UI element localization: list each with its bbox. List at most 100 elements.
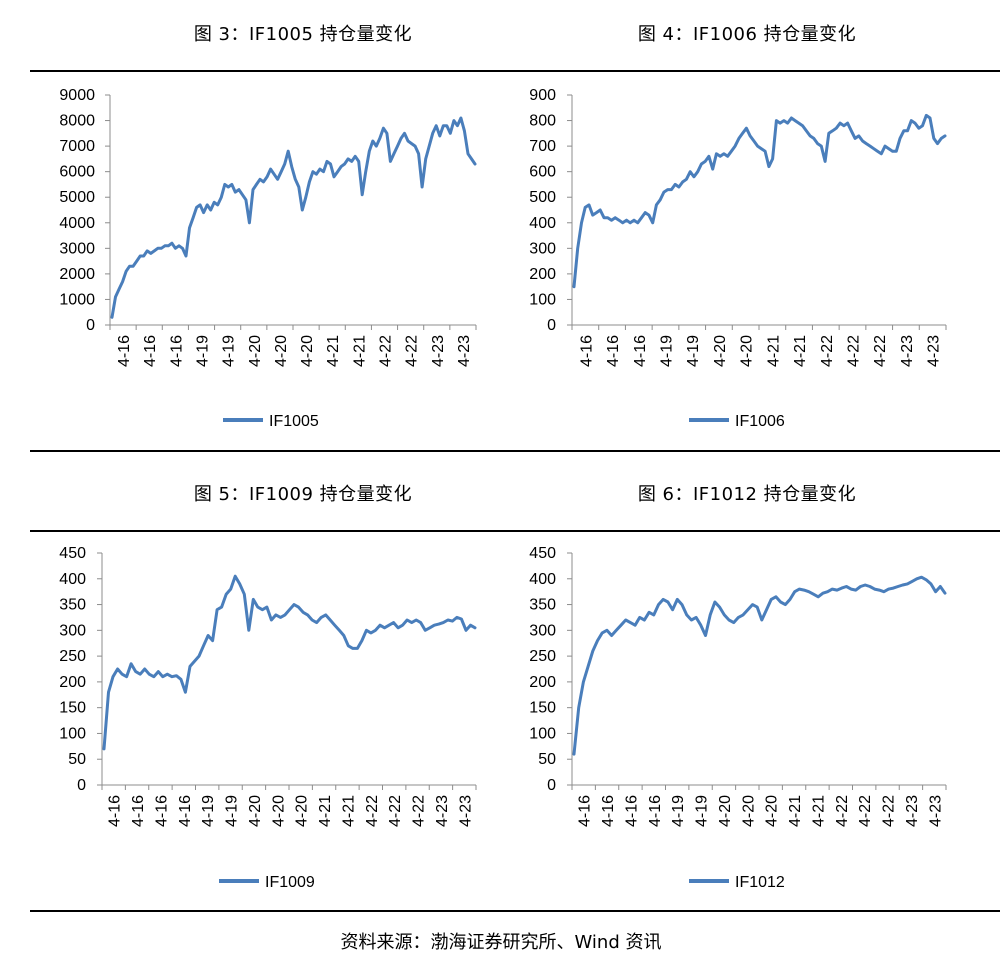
x-tick-label: 4-16	[600, 795, 617, 827]
y-tick-label: 200	[529, 266, 556, 283]
x-tick-label: 4-23	[434, 795, 451, 827]
x-tick-label: 4-21	[325, 335, 342, 367]
x-tick-label: 4-22	[846, 335, 863, 367]
y-tick-label: 50	[538, 751, 556, 768]
y-tick-label: 900	[529, 87, 556, 104]
y-tick-label: 0	[547, 317, 556, 334]
x-tick-label: 4-16	[632, 335, 649, 367]
y-tick-label: 0	[77, 777, 86, 794]
x-tick-label: 4-16	[577, 795, 594, 827]
x-tick-label: 4-23	[430, 335, 447, 367]
x-tick-label: 4-20	[739, 335, 756, 367]
y-tick-label: 250	[529, 648, 556, 665]
upper-rule-2	[30, 530, 1000, 532]
x-tick-label: 4-21	[340, 795, 357, 827]
x-tick-label: 4-16	[177, 795, 194, 827]
y-tick-label: 4000	[59, 215, 95, 232]
x-tick-label: 4-20	[294, 795, 311, 827]
x-tick-label: 4-23	[904, 795, 921, 827]
y-tick-label: 400	[529, 215, 556, 232]
y-tick-label: 100	[529, 725, 556, 742]
y-tick-label: 3000	[59, 240, 95, 257]
x-tick-label: 4-19	[224, 795, 241, 827]
x-tick-label: 4-20	[740, 795, 757, 827]
y-tick-label: 250	[59, 648, 86, 665]
x-tick-label: 4-23	[457, 795, 474, 827]
x-tick-label: 4-16	[153, 795, 170, 827]
x-tick-label: 4-23	[456, 335, 473, 367]
y-tick-label: 100	[529, 291, 556, 308]
y-tick-label: 350	[59, 597, 86, 614]
y-tick-label: 300	[529, 240, 556, 257]
y-tick-label: 50	[68, 751, 86, 768]
top-rule	[30, 70, 1000, 72]
y-tick-label: 300	[529, 622, 556, 639]
x-tick-label: 4-20	[247, 795, 264, 827]
x-tick-label: 4-22	[411, 795, 428, 827]
y-tick-label: 2000	[59, 266, 95, 283]
chart-title-if1009: 图 5：IF1009 持仓量变化	[193, 484, 413, 505]
x-tick-label: 4-21	[765, 335, 782, 367]
chart-title-if1012: 图 6：IF1012 持仓量变化	[637, 484, 857, 505]
y-tick-label: 0	[547, 777, 556, 794]
y-tick-label: 800	[529, 113, 556, 130]
x-tick-label: 4-19	[685, 335, 702, 367]
y-tick-label: 100	[59, 725, 86, 742]
x-tick-label: 4-19	[200, 795, 217, 827]
x-tick-label: 4-16	[168, 335, 185, 367]
series-line-if1005	[110, 116, 477, 319]
legend-label: IF1009	[265, 874, 315, 891]
y-tick-label: 500	[529, 189, 556, 206]
x-tick-label: 4-21	[792, 335, 809, 367]
y-tick-label: 400	[59, 571, 86, 588]
x-tick-label: 4-16	[623, 795, 640, 827]
x-tick-label: 4-23	[927, 795, 944, 827]
legend-label: IF1012	[735, 874, 785, 891]
x-tick-label: 4-21	[351, 335, 368, 367]
bottom-rule	[30, 910, 1000, 912]
x-tick-label: 4-16	[116, 335, 133, 367]
y-tick-label: 0	[86, 317, 95, 334]
y-tick-label: 200	[529, 674, 556, 691]
y-tick-label: 350	[529, 597, 556, 614]
x-tick-label: 4-19	[670, 795, 687, 827]
x-tick-label: 4-20	[299, 335, 316, 367]
y-tick-label: 450	[59, 545, 86, 562]
y-tick-label: 150	[59, 700, 86, 717]
x-tick-label: 4-16	[142, 335, 159, 367]
x-tick-label: 4-22	[364, 795, 381, 827]
y-tick-label: 300	[59, 622, 86, 639]
legend-label: IF1006	[735, 413, 785, 430]
y-tick-label: 600	[529, 164, 556, 181]
x-tick-label: 4-22	[378, 335, 395, 367]
y-tick-label: 8000	[59, 113, 95, 130]
chart-title-if1006: 图 4：IF1006 持仓量变化	[637, 24, 857, 45]
x-tick-label: 4-21	[317, 795, 334, 827]
x-tick-label: 4-20	[717, 795, 734, 827]
x-tick-label: 4-20	[247, 335, 264, 367]
x-tick-label: 4-20	[270, 795, 287, 827]
x-tick-label: 4-16	[605, 335, 622, 367]
x-tick-label: 4-22	[404, 335, 421, 367]
x-tick-label: 4-16	[107, 795, 124, 827]
y-tick-label: 9000	[59, 87, 95, 104]
x-tick-label: 4-22	[834, 795, 851, 827]
x-tick-label: 4-23	[926, 335, 943, 367]
y-tick-label: 1000	[59, 291, 95, 308]
x-tick-label: 4-19	[694, 795, 711, 827]
x-tick-label: 4-20	[712, 335, 729, 367]
x-tick-label: 4-23	[899, 335, 916, 367]
x-tick-label: 4-16	[647, 795, 664, 827]
y-tick-label: 150	[529, 700, 556, 717]
x-tick-label: 4-16	[578, 335, 595, 367]
x-tick-label: 4-22	[881, 795, 898, 827]
x-tick-label: 4-20	[273, 335, 290, 367]
chart-title-if1005: 图 3：IF1005 持仓量变化	[193, 24, 413, 45]
series-line-if1009	[102, 574, 477, 751]
y-tick-label: 200	[59, 674, 86, 691]
x-tick-label: 4-19	[659, 335, 676, 367]
y-tick-label: 7000	[59, 138, 95, 155]
